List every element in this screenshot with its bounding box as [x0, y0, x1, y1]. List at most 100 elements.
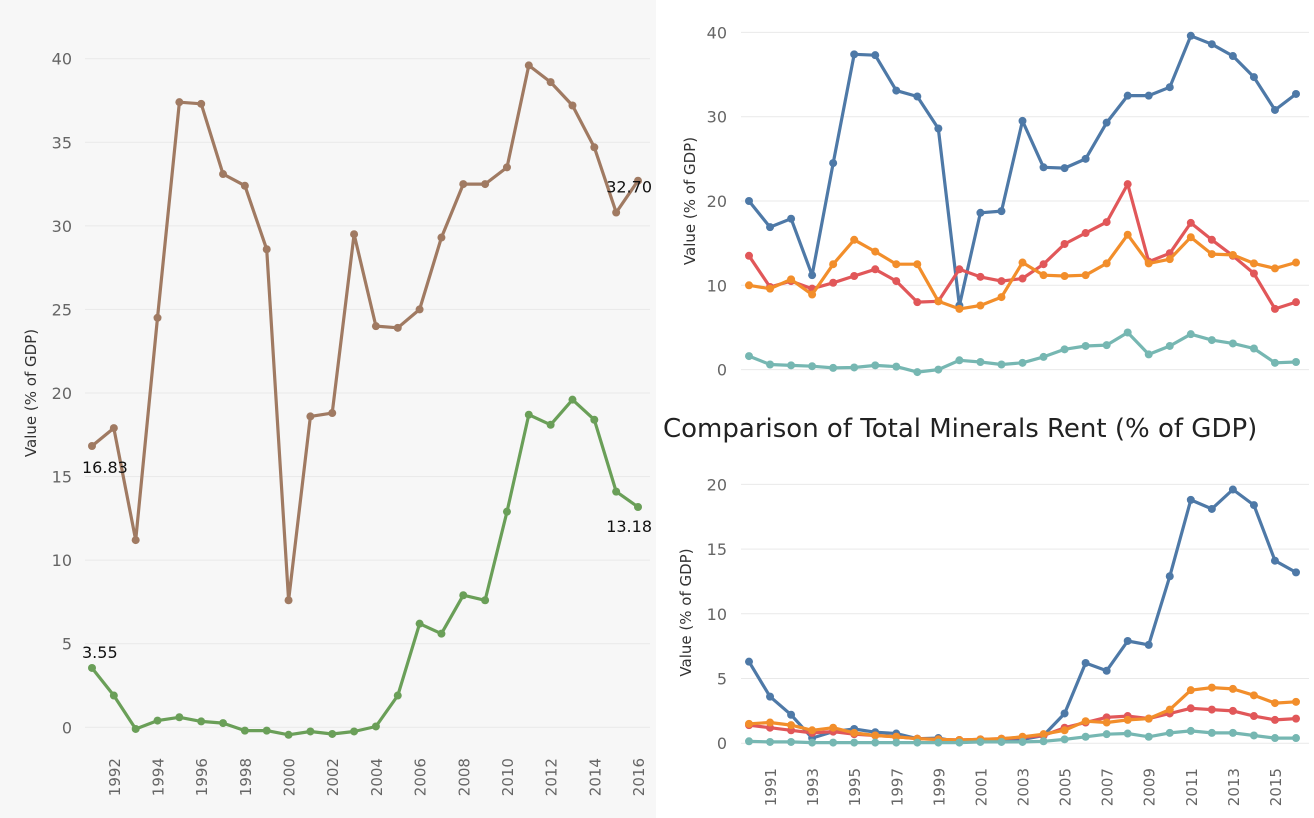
tr-series-line-2: [747, 233, 1298, 311]
br-data-point: [787, 737, 796, 746]
tr-data-point: [1249, 259, 1258, 268]
left-data-point: [524, 61, 533, 70]
tr-data-point: [1207, 235, 1216, 244]
tr-ytick-label: 0: [717, 361, 727, 380]
br-data-point: [1081, 658, 1090, 667]
tr-data-point: [892, 277, 901, 286]
br-data-point: [955, 738, 964, 747]
tr-data-point: [1144, 350, 1153, 359]
br-data-point: [1270, 734, 1279, 743]
tr-ytick-label: 30: [707, 108, 727, 127]
br-data-point: [997, 737, 1006, 746]
br-data-point: [1249, 731, 1258, 740]
left-data-point: [568, 101, 577, 110]
tr-data-point: [1228, 52, 1237, 61]
left-data-point: [350, 727, 359, 736]
tr-data-point: [976, 301, 985, 310]
br-data-point: [850, 728, 859, 737]
left-data-point: [393, 691, 402, 700]
left-data-point: [197, 717, 206, 726]
tr-ytick-label: 40: [707, 23, 727, 42]
tr-data-point: [1228, 339, 1237, 348]
tr-ytick-label: 10: [707, 276, 727, 295]
tr-data-point: [745, 281, 753, 290]
left-ytick-label: 40: [52, 50, 72, 69]
tr-data-point: [1249, 269, 1258, 278]
tr-data-point: [955, 265, 964, 274]
tr-data-point: [808, 271, 817, 280]
panel-divider: [656, 0, 659, 818]
left-data-point: [109, 424, 118, 433]
left-xtick-label: 1992: [106, 758, 124, 796]
br-data-point: [1060, 709, 1069, 718]
left-data-point: [502, 507, 511, 516]
tr-data-point: [1039, 271, 1048, 280]
left-line-chart: 0 5 10 15 20 25 30 35 40 Value (% of GDP) 1992 1994…: [22, 50, 652, 796]
left-data-point: [219, 170, 228, 179]
tr-data-point: [1228, 250, 1237, 259]
left-xtick-label: 2004: [368, 758, 386, 796]
br-data-point: [1270, 699, 1279, 708]
left-data-point: [328, 409, 337, 418]
br-xtick-label: 1993: [804, 768, 822, 806]
left-data-point: [415, 619, 424, 628]
tr-data-point: [1018, 274, 1027, 283]
br-xtick-label: 2015: [1267, 768, 1285, 806]
tr-data-point: [1123, 91, 1132, 100]
left-data-point: [415, 305, 424, 314]
left-data-point: [546, 78, 555, 87]
br-series-line-0: [747, 487, 1298, 744]
br-ytick-label: 15: [707, 540, 727, 559]
left-ytick-label: 30: [52, 217, 72, 236]
left-data-point: [634, 502, 642, 511]
tr-data-point: [1102, 118, 1111, 127]
left-ytick-label: 15: [52, 468, 72, 487]
tr-data-point: [1102, 259, 1111, 268]
tr-data-point: [787, 214, 796, 223]
left-data-label: 16.83: [82, 458, 128, 477]
left-data-point: [175, 713, 184, 722]
left-data-point: [590, 415, 599, 424]
tr-data-point: [1060, 272, 1069, 281]
tr-data-point: [850, 235, 859, 244]
br-data-point: [871, 731, 880, 740]
tr-data-point: [892, 362, 901, 371]
tr-data-point: [745, 251, 753, 260]
br-data-point: [934, 738, 943, 747]
br-data-point: [1165, 705, 1174, 714]
left-series-line-0: [90, 63, 640, 602]
br-data-point: [1165, 572, 1174, 581]
br-xtick-label: 1999: [930, 768, 948, 806]
br-data-point: [808, 726, 817, 735]
tr-data-point: [997, 293, 1006, 302]
br-data-point: [1249, 691, 1258, 700]
br-xtick-label: 2007: [1099, 768, 1117, 806]
tr-ytick-label: 20: [707, 192, 727, 211]
br-data-point: [1207, 705, 1216, 714]
tr-data-point: [871, 247, 880, 256]
left-data-point: [131, 724, 140, 733]
tr-data-point: [1060, 239, 1069, 248]
br-data-point: [1102, 718, 1111, 727]
tr-data-point: [1207, 250, 1216, 259]
tr-series-line-1: [747, 182, 1298, 311]
br-data-point: [976, 737, 985, 746]
left-data-point: [153, 716, 162, 725]
tr-data-point: [913, 260, 922, 269]
tr-data-point: [745, 197, 753, 205]
left-xtick-label: 2006: [412, 758, 430, 796]
left-data-point: [88, 663, 96, 672]
left-xtick-label: 1994: [150, 758, 168, 796]
tr-data-point: [1018, 116, 1027, 125]
bottom-right-line-chart: 0 5 10 15 20 Value (% of GDP) 1991 1993 1995 1997…: [677, 475, 1309, 806]
br-data-point: [1186, 686, 1195, 695]
br-data-point: [1060, 726, 1069, 735]
br-data-point: [1102, 666, 1111, 675]
br-data-point: [1123, 636, 1132, 645]
left-data-point: [612, 487, 621, 496]
left-data-point: [306, 412, 315, 421]
tr-data-point: [1018, 258, 1027, 267]
tr-data-point: [913, 92, 922, 101]
br-data-point: [1144, 640, 1153, 649]
left-data-point: [219, 719, 228, 728]
